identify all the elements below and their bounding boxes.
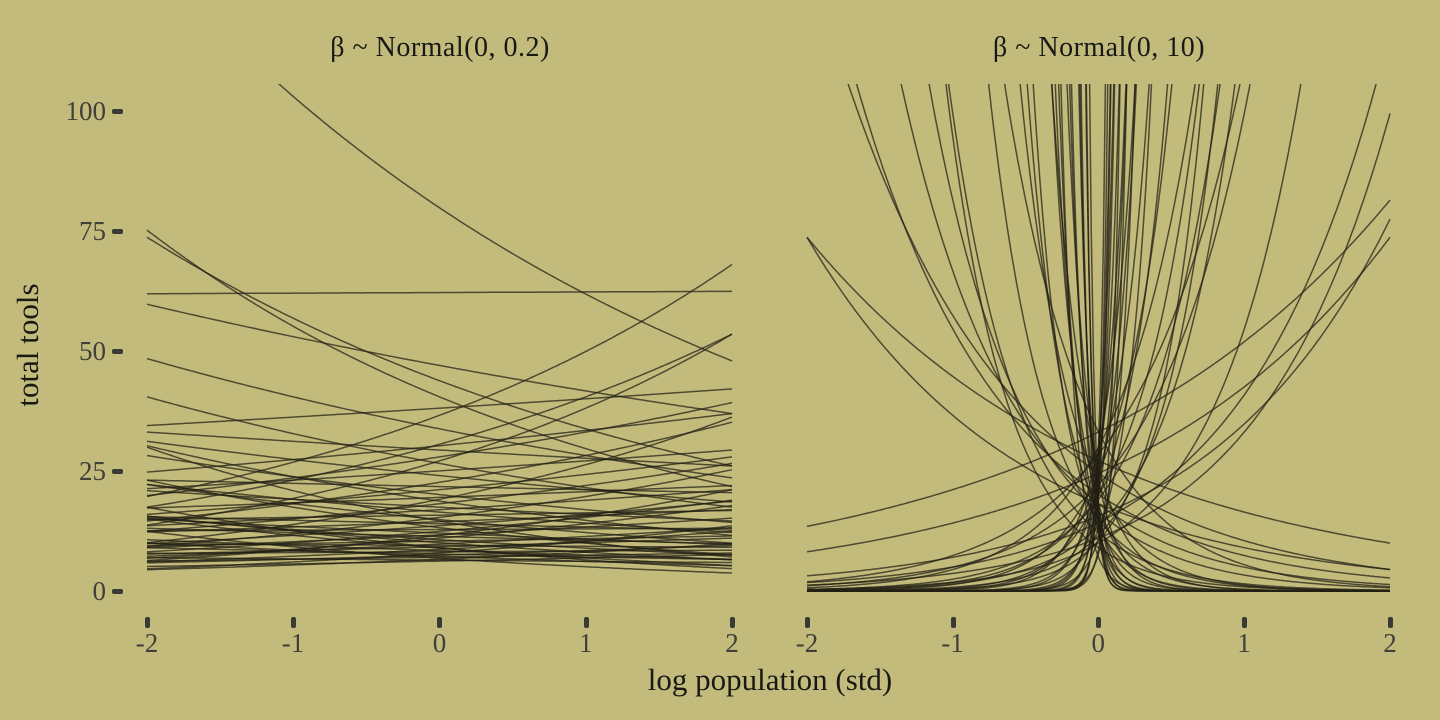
prior-predictive-curve — [146, 456, 733, 516]
prior-predictive-curve — [147, 546, 732, 561]
x-tick-mark — [144, 617, 150, 628]
x-tick-label: 1 — [579, 628, 593, 658]
prior-predictive-curve — [146, 229, 733, 488]
x-tick-mark — [291, 617, 296, 628]
x-tick-label: 2 — [1383, 628, 1397, 658]
prior-predictive-curve — [146, 333, 733, 508]
x-tick-label: -2 — [795, 628, 819, 658]
prior-predictive-curve — [146, 388, 733, 427]
prior-predictive-curve — [1060, 84, 1390, 592]
prior-predictive-curve — [146, 530, 733, 574]
y-tick-mark — [112, 228, 123, 234]
prior-predictive-curve — [146, 416, 733, 544]
prior-predictive-curve — [146, 236, 733, 467]
x-tick-label: -1 — [281, 628, 305, 658]
y-tick-mark — [112, 588, 123, 594]
prior-predictive-curve — [146, 542, 733, 571]
prior-predictive-curve — [146, 479, 732, 494]
prior-predictive-curve — [146, 483, 733, 534]
y-tick-label-75: 75 — [79, 216, 106, 246]
y-tick-label-0: 0 — [92, 576, 107, 606]
y-tick-mark — [112, 468, 123, 474]
prior-predictive-curve — [146, 552, 732, 562]
prior-predictive-curve — [146, 500, 733, 545]
prior-predictive-curve — [147, 549, 732, 555]
y-tick-mark — [112, 108, 123, 114]
y-tick-label-25: 25 — [79, 456, 106, 486]
prior-predictive-curve — [146, 303, 733, 415]
prior-predictive-curve — [146, 489, 733, 522]
prior-predictive-curve — [146, 431, 733, 467]
x-tick-label: 2 — [725, 628, 739, 658]
prior-predictive-curve — [277, 84, 733, 362]
x-tick-mark — [1096, 617, 1102, 628]
x-tick-label: 0 — [432, 628, 447, 658]
left-panel-curves — [146, 84, 733, 574]
prior-predictive-curve — [146, 499, 733, 553]
prior-predictive-curve — [146, 537, 733, 555]
x-tick-mark — [583, 617, 589, 628]
x-tick-mark — [804, 617, 810, 628]
x-tick-mark — [437, 617, 443, 628]
right-panel-title: β ~ Normal(0, 10) — [992, 32, 1206, 63]
prior-predictive-curve — [146, 484, 733, 509]
x-tick-label: 0 — [1091, 628, 1106, 658]
prior-predictive-curve — [146, 488, 733, 527]
prior-predictive-curve — [146, 440, 733, 503]
x-tick-mark — [1387, 617, 1393, 628]
prior-predictive-curve — [146, 333, 733, 526]
prior-predictive-curve — [146, 506, 733, 570]
prior-predictive-curve — [146, 357, 733, 479]
x-tick-mark — [1242, 617, 1247, 628]
prior-predictive-curve — [146, 446, 733, 558]
x-axis-label: log population (std) — [647, 662, 893, 697]
prior-predictive-curve — [146, 263, 733, 498]
x-tick-mark — [729, 617, 735, 628]
x-tick-label: -1 — [941, 628, 964, 658]
y-tick-mark — [112, 348, 123, 354]
prior-predictive-curve — [147, 556, 732, 564]
x-tick-label: 1 — [1237, 628, 1251, 658]
y-tick-label-50: 50 — [79, 336, 106, 366]
y-tick-label-100: 100 — [65, 96, 107, 126]
x-tick-mark — [950, 617, 956, 628]
prior-predictive-curve — [146, 412, 733, 473]
left-panel-title: β ~ Normal(0, 0.2) — [330, 32, 550, 63]
prior-predictive-curve — [147, 553, 732, 568]
prior-predictive-curve — [146, 401, 733, 497]
prior-predictive-curve — [807, 84, 1121, 592]
prior-predictive-curve — [146, 488, 733, 562]
prior-predictive-curve — [1088, 84, 1390, 592]
right-panel-curves — [806, 84, 1391, 592]
x-tick-label: -2 — [135, 628, 159, 658]
prior-predictive-curve — [807, 84, 1302, 591]
prior-predictive-curve — [146, 421, 733, 522]
